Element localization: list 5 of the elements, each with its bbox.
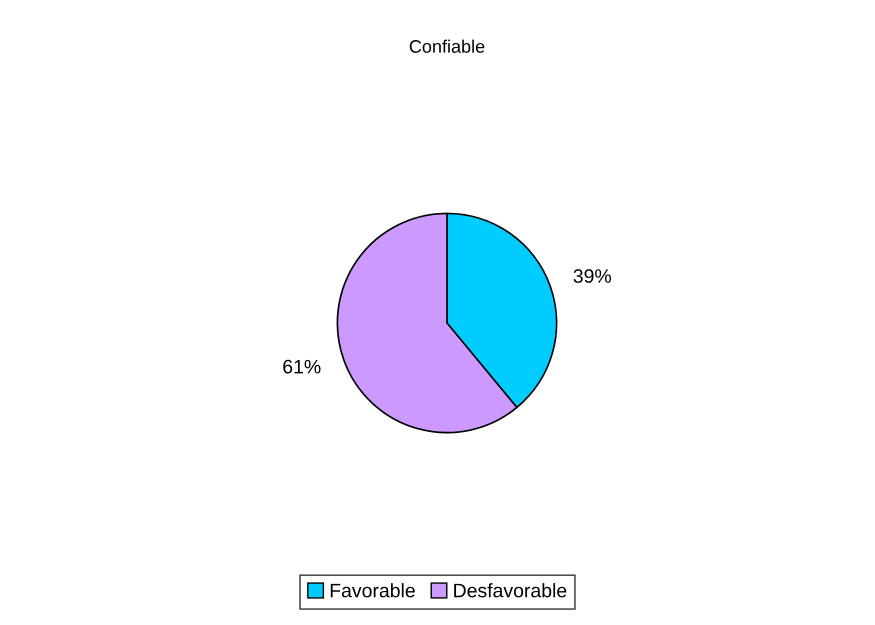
legend-label: Favorable bbox=[330, 583, 415, 598]
chart-title: Confiable bbox=[410, 40, 484, 53]
data-label: 39% bbox=[574, 269, 612, 283]
data-label: 61% bbox=[283, 360, 321, 374]
legend-label: Desfavorable bbox=[454, 583, 566, 598]
